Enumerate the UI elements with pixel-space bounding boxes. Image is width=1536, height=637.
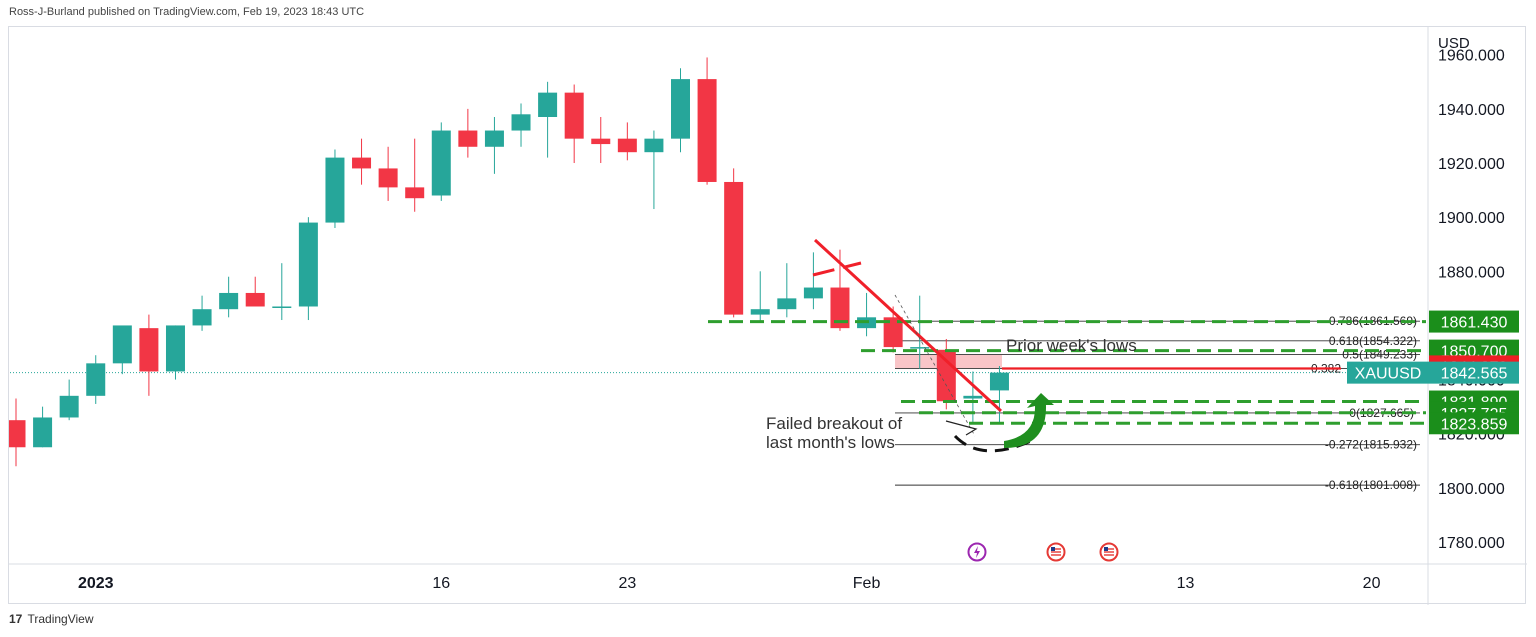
candle-body — [272, 306, 292, 308]
candle-body — [298, 222, 318, 307]
candle-body — [484, 130, 504, 147]
candle-body — [538, 92, 558, 118]
tradingview-brand[interactable]: 17 TradingView — [9, 612, 94, 626]
fib-level-label: -0.272(1815.932) — [1325, 438, 1417, 452]
candle-body — [6, 420, 26, 448]
candle-body — [219, 292, 239, 310]
candle-body — [989, 372, 1009, 391]
price-tick-label: 1920.000 — [1438, 156, 1505, 173]
time-tick-label: Feb — [853, 575, 881, 592]
drawings[interactable]: Prior week's lows Failed breakout oflast … — [708, 238, 1426, 453]
tradingview-label: TradingView — [27, 612, 94, 626]
candle-body — [830, 287, 850, 329]
symbol-badge-label: XAUUSD — [1355, 366, 1422, 383]
candle-body — [192, 309, 212, 326]
candle-body — [458, 130, 478, 147]
candle-body — [591, 138, 611, 145]
candle-body — [112, 325, 132, 364]
candle-body — [617, 138, 637, 153]
annotation-failed-breakout: Failed breakout of — [766, 414, 902, 433]
price-badge — [1429, 361, 1519, 384]
candlestick-series — [6, 57, 1009, 467]
price-tick-label: 1960.000 — [1438, 48, 1505, 65]
candle-body — [963, 395, 983, 399]
red-dashed-segment — [812, 261, 862, 277]
candle-body — [431, 130, 451, 196]
symbol-badge — [1347, 361, 1429, 384]
annotation-last-month-lows: last month's lows — [766, 433, 895, 452]
candle-body — [777, 298, 797, 310]
price-badge — [1429, 412, 1519, 435]
candle-body — [86, 363, 106, 396]
candle-body — [405, 187, 425, 199]
candle-body — [803, 287, 823, 299]
annotation-prior-week-lows: Prior week's lows — [1006, 336, 1137, 355]
candle-body — [724, 181, 744, 315]
flag-canton — [1051, 547, 1055, 551]
plot-area — [9, 27, 1527, 605]
price-axis[interactable]: USD1780.0001800.0001820.0001840.0001860.… — [1347, 35, 1519, 552]
candle-body — [139, 328, 159, 372]
fib-level-label: -0.618(1801.008) — [1325, 478, 1417, 492]
price-tick-label: 1900.000 — [1438, 210, 1505, 227]
candle-body — [883, 317, 903, 348]
candle-body — [936, 349, 956, 402]
candle-body — [59, 395, 79, 418]
price-badge-label: 1861.430 — [1441, 315, 1508, 332]
time-tick-label: 23 — [618, 575, 636, 592]
candle-body — [671, 79, 690, 139]
candle-body — [165, 325, 185, 372]
candle-body — [697, 79, 717, 182]
time-tick-label: 13 — [1177, 575, 1195, 592]
price-tick-label: 1780.000 — [1438, 535, 1505, 552]
flag-canton — [1104, 547, 1108, 551]
price-badge-label: 1842.565 — [1441, 366, 1508, 383]
lightning-glyph — [974, 546, 980, 558]
price-badge — [1429, 310, 1519, 333]
price-chart[interactable]: 0.786(1861.569)0.618(1854.322)0.5(1849.2… — [6, 27, 1527, 605]
candle-body — [511, 114, 531, 131]
fibonacci-retracement[interactable]: 0.786(1861.569)0.618(1854.322)0.5(1849.2… — [895, 314, 1420, 492]
time-tick-label: 16 — [432, 575, 450, 592]
fib-level-label: 0.618(1854.322) — [1329, 334, 1417, 348]
candle-body — [910, 347, 930, 349]
candle-body — [325, 157, 345, 223]
tradingview-logo-icon: 17 — [9, 612, 23, 626]
candle-body — [644, 138, 664, 153]
candle-body — [33, 417, 53, 448]
chart-frame[interactable]: 0.786(1861.569)0.618(1854.322)0.5(1849.2… — [6, 26, 1527, 605]
price-tick-label: 1800.000 — [1438, 481, 1505, 498]
price-tick-label: 1880.000 — [1438, 264, 1505, 281]
down-trendline — [813, 238, 1003, 413]
currency-label: USD — [1438, 35, 1470, 52]
candle-body — [378, 168, 398, 188]
time-tick-label: 20 — [1363, 575, 1381, 592]
price-badge-label: 1823.859 — [1441, 416, 1508, 433]
publisher-caption: Ross-J-Burland published on TradingView.… — [9, 6, 365, 18]
price-tick-label: 1940.000 — [1438, 102, 1505, 119]
candle-body — [352, 157, 372, 169]
green-curved-arrow-icon — [1004, 393, 1054, 448]
candle-body — [750, 309, 770, 315]
time-axis[interactable]: 20231623Feb1320Mar13 — [78, 542, 1527, 593]
candle-body — [245, 292, 265, 307]
arrow-right-icon — [945, 420, 978, 436]
candle-body — [564, 92, 584, 139]
time-tick-label: 2023 — [78, 575, 114, 592]
